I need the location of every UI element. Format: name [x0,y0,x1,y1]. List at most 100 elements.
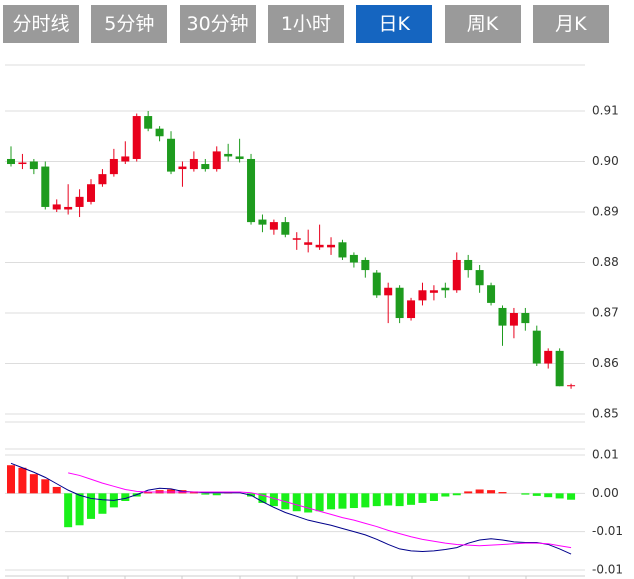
candle-body [509,313,518,326]
candle-body [555,350,564,387]
candle-body [201,164,210,170]
macd-bar [212,493,221,496]
macd-bar [452,493,461,496]
candle-body [29,161,38,170]
tab[interactable]: 月K [532,5,609,43]
candle-body [189,158,198,170]
macd-bar [372,493,381,507]
candle-body [235,156,244,159]
macd-bar [395,493,404,507]
y-tick-label: -0.01 [592,524,623,538]
y-tick-label: 0.85 [592,407,619,421]
candle-body [18,162,27,165]
candle-body [121,156,130,162]
macd-bar [167,489,176,494]
candle-body [281,222,290,235]
macd-bar [201,493,210,495]
candle-body [349,254,358,263]
macd-line [68,472,572,549]
macd-bar [532,493,541,496]
tab-bar: 分时线 5分钟 30分钟 1小时 日K 周K 月K [0,0,634,48]
macd-line [10,462,572,555]
tab[interactable]: 30分钟 [179,5,256,43]
macd-bar [121,493,130,501]
candle-body [327,244,336,248]
candle-body [292,238,301,240]
y-tick-label: 0.90 [592,154,619,168]
macd-bar [407,493,416,505]
candle-body [441,287,450,291]
candle-body [98,174,107,185]
candle-body [304,242,313,245]
candle-body [407,300,416,319]
candle-body [87,184,96,202]
macd-bar [361,493,370,508]
macd-bar [304,493,313,513]
y-tick-label: 0.86 [592,356,619,370]
candle-body [109,158,118,175]
y-tick-label: 0.91 [592,104,619,118]
macd-bar [87,493,96,519]
candle-body [41,166,50,207]
macd-bar [349,493,358,509]
macd-bar [429,493,438,501]
macd-bar [269,493,278,507]
candle-body [395,287,404,319]
macd-bar [18,467,27,494]
candle-body [132,116,141,159]
candle-body [75,196,84,207]
candle-body [224,153,233,157]
candle-body [64,206,73,210]
candle-body [258,219,267,225]
macd-bar [464,491,473,494]
macd-bar [544,493,553,498]
y-tick-label: -0.01 [592,563,623,577]
macd-bar [418,493,427,503]
macd-bar [7,465,15,494]
candle-body [521,313,530,324]
tab[interactable]: 日K [356,5,433,43]
candle-body [418,290,427,301]
candle-body [452,259,461,291]
candle-body [338,242,347,258]
tab[interactable]: 分时线 [3,5,79,43]
macd-bar [498,492,507,494]
macd-bar [41,479,50,494]
candle-body [178,166,187,170]
macd-bar [567,493,576,500]
candle-body [567,385,576,387]
macd-bar [521,493,530,495]
macd-bar [144,492,153,494]
candle-body [52,204,61,210]
macd-bar [327,493,336,510]
macd-bar [441,493,450,497]
y-tick-label: 0.88 [592,255,619,269]
macd-bar [258,493,267,503]
tab[interactable]: 1小时 [267,5,344,43]
candle-body [487,285,496,303]
candle-body [498,307,507,326]
macd-bar [29,474,38,494]
macd-bar [292,493,301,512]
macd-bar [338,493,347,509]
candle-body [315,244,324,248]
candle-body [544,350,553,364]
candle-body [212,151,221,170]
tab[interactable]: 5分钟 [91,5,168,43]
tab[interactable]: 周K [444,5,521,43]
macd-bar [384,493,393,506]
macd-bar [475,489,484,494]
candle-body [247,158,256,223]
candle-body [372,272,381,296]
macd-bar [98,493,107,514]
candle-body [429,290,438,293]
candle-body [464,259,473,271]
candle-body [475,270,484,286]
candle-body [384,287,393,296]
y-tick-label: 0.87 [592,306,619,320]
candle-body [532,330,541,364]
macd-bar [487,490,496,494]
candle-body [361,259,370,271]
